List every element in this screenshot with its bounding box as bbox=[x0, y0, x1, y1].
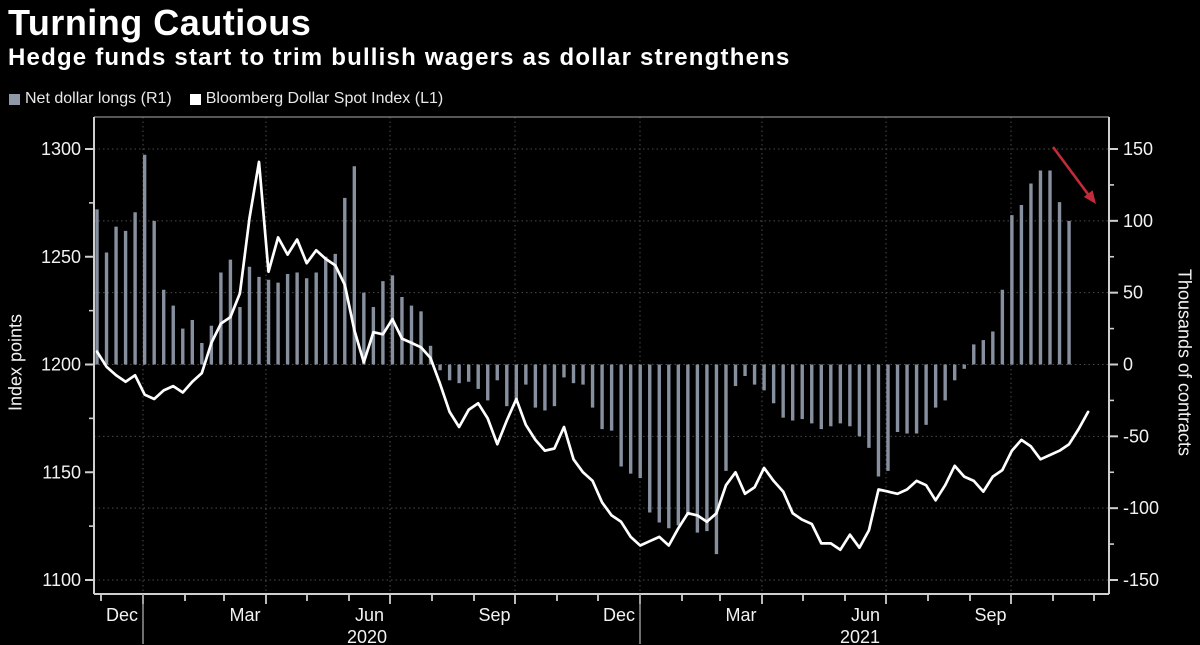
right-axis-tick-label: 50 bbox=[1123, 283, 1143, 303]
legend-swatch-line bbox=[189, 93, 201, 105]
month-label: Mar bbox=[726, 605, 757, 625]
month-label: Jun bbox=[851, 605, 880, 625]
year-label: 2020 bbox=[347, 627, 387, 645]
right-axis-title: Thousands of contracts bbox=[1174, 268, 1195, 457]
right-axis-tick-label: -150 bbox=[1123, 570, 1159, 590]
left-axis-tick-label: 1200 bbox=[41, 355, 81, 375]
left-axis-tick-label: 1100 bbox=[42, 570, 81, 590]
trend-arrow-head bbox=[1083, 190, 1096, 204]
left-axis-tick-label: 1150 bbox=[42, 462, 81, 482]
chart-subtitle: Hedge funds start to trim bullish wagers… bbox=[8, 44, 791, 71]
legend-label: Bloomberg Dollar Spot Index (L1) bbox=[205, 90, 444, 107]
right-axis-tick-label: 0 bbox=[1123, 355, 1133, 375]
dollar-index-line bbox=[95, 160, 1090, 552]
legend-swatch-bars bbox=[9, 93, 20, 105]
right-axis-tick-label: -100 bbox=[1123, 498, 1159, 518]
left-axis-tick-label: 1300 bbox=[41, 139, 81, 159]
right-axis-tick-label: 100 bbox=[1123, 211, 1153, 231]
right-axis-tick-label: -50 bbox=[1123, 426, 1149, 446]
legend-item-dollar-spot-index: Bloomberg Dollar Spot Index (L1) bbox=[189, 90, 444, 108]
page-title: Turning Cautious bbox=[8, 2, 312, 43]
left-axis-title: Index points bbox=[5, 313, 26, 412]
month-label: Dec bbox=[106, 605, 138, 625]
month-label: Dec bbox=[603, 605, 635, 625]
month-label: Mar bbox=[230, 605, 261, 625]
month-label: Sep bbox=[478, 605, 510, 625]
legend-label: Net dollar longs (R1) bbox=[25, 90, 172, 107]
right-axis-tick-label: 150 bbox=[1123, 139, 1153, 159]
year-label: 2021 bbox=[840, 627, 880, 645]
legend: Net dollar longs (R1) Bloomberg Dollar S… bbox=[9, 90, 443, 108]
legend-item-net-dollar-longs: Net dollar longs (R1) bbox=[9, 90, 172, 108]
month-label: Jun bbox=[355, 605, 384, 625]
month-label: Sep bbox=[974, 605, 1006, 625]
left-axis-tick-label: 1250 bbox=[41, 247, 81, 267]
trend-arrow bbox=[1051, 146, 1091, 197]
